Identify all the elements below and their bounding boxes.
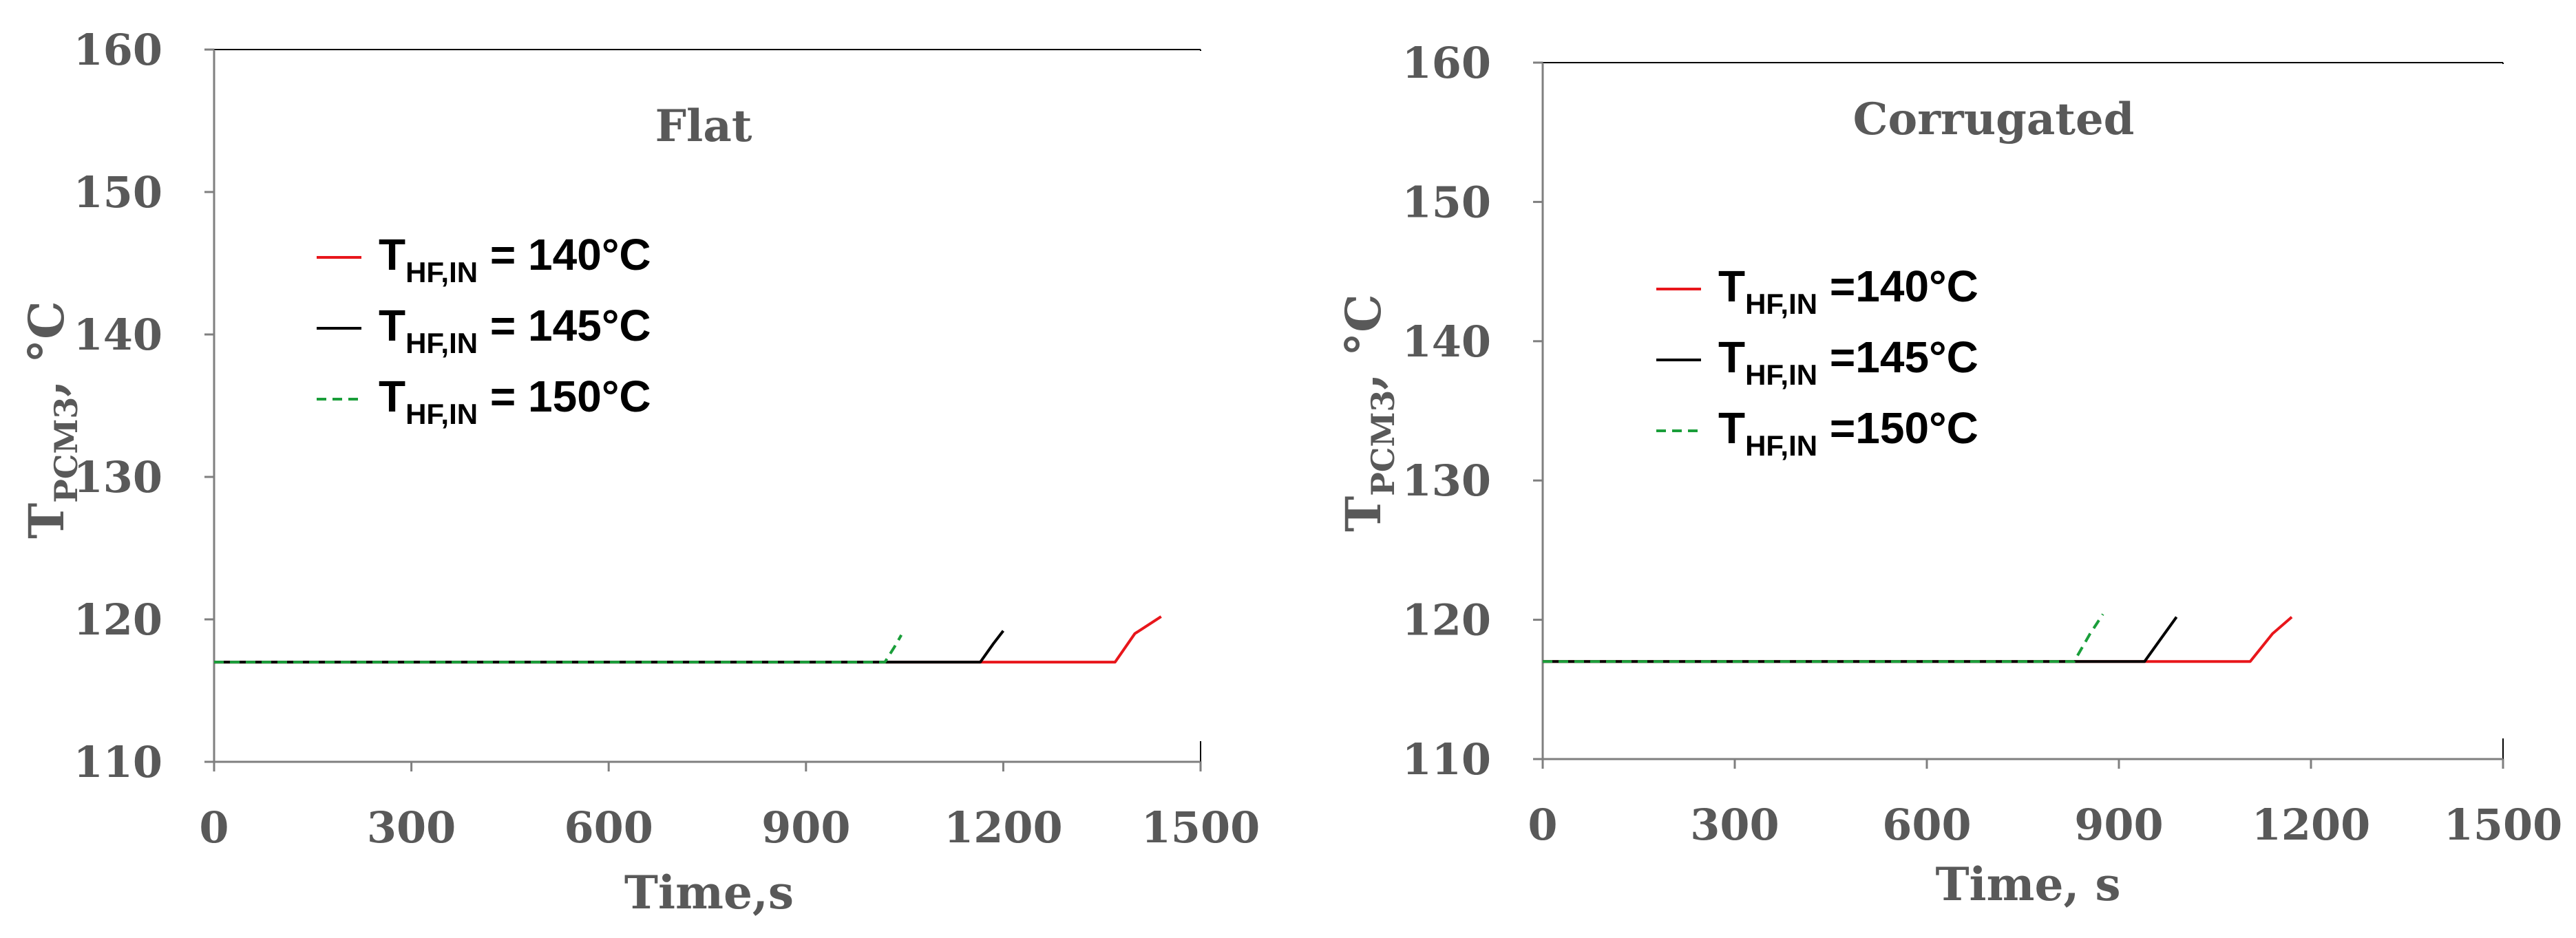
legend-subscript: HF,IN [1745, 288, 1817, 320]
x-tick-label: 0 [199, 802, 229, 853]
y-axis-label-subscript: PCM3 [1364, 390, 1402, 496]
y-tick-label: 150 [74, 167, 162, 217]
y-axis-label-suffix: , °C [18, 301, 75, 396]
legend-suffix: = 145°C [478, 301, 651, 350]
y-tick-label: 130 [1402, 456, 1491, 506]
series-line-1 [214, 630, 1004, 664]
legend-suffix: = 140°C [478, 230, 651, 279]
x-tick-label: 1500 [1141, 802, 1260, 853]
legend-suffix: =140°C [1817, 262, 1978, 311]
x-tick-label: 900 [2074, 800, 2163, 850]
legend-suffix: =145°C [1817, 332, 1978, 382]
y-axis-label: TPCM3, °C [18, 301, 85, 539]
legend-label-1: THF,IN = 145°C [379, 301, 651, 359]
legend-main: T [379, 372, 405, 421]
legend-subscript: HF,IN [405, 398, 478, 430]
chart-title: Corrugated [1853, 94, 2135, 145]
y-tick-label: 120 [1402, 595, 1491, 646]
x-tick-label: 0 [1528, 800, 1557, 850]
legend-main: T [379, 230, 405, 279]
chart-title: Flat [655, 100, 752, 152]
x-axis-label: Time, s [1935, 857, 2120, 911]
y-axis-label-subscript: PCM3 [47, 397, 85, 503]
y-tick-label: 110 [1402, 734, 1491, 785]
y-tick-label: 140 [1402, 317, 1491, 367]
x-tick-label: 600 [564, 802, 653, 853]
legend-suffix: =150°C [1817, 403, 1978, 453]
legend-main: T [1718, 403, 1745, 453]
legend-label-1: THF,IN =145°C [1718, 332, 1978, 391]
legend-subscript: HF,IN [1745, 359, 1817, 391]
chart-svg: 0 300 600 900 1200 1500 110 120 130 140 150 160 Flat… [18, 25, 1260, 919]
legend-main: T [1718, 332, 1745, 382]
y-tick-label: 160 [74, 25, 162, 75]
x-tick-label: 1200 [944, 802, 1063, 853]
legend-label-0: THF,IN = 140°C [379, 230, 651, 288]
y-axis-label-main: T [1335, 496, 1392, 532]
series-line-0 [214, 615, 1162, 664]
series-line-1 [1543, 616, 2178, 663]
x-axis-label: Time,s [624, 866, 794, 919]
y-tick-label: 130 [74, 452, 162, 502]
y-axis-label-main: T [18, 503, 75, 539]
x-tick-label: 900 [761, 802, 850, 853]
legend-label-2: THF,IN =150°C [1718, 403, 1978, 462]
chart-flat: 0 300 600 900 1200 1500 110 120 130 140 150 160 Flat… [18, 25, 1260, 919]
legend-main: T [379, 301, 405, 350]
y-tick-label: 120 [74, 595, 162, 645]
legend-main: T [1718, 262, 1745, 311]
x-tick-label: 1200 [2252, 800, 2371, 850]
series-line-0 [1543, 616, 2293, 663]
x-tick-label: 1500 [2444, 800, 2563, 850]
x-tick-label: 600 [1882, 800, 1971, 850]
y-axis-label: TPCM3, °C [1335, 294, 1402, 532]
x-tick-label: 300 [367, 802, 456, 853]
y-axis-label-suffix: , °C [1335, 294, 1392, 390]
y-tick-label: 160 [1402, 38, 1491, 88]
series-line-2 [1543, 613, 2104, 663]
chart-corrugated: 0 300 600 900 1200 1500 110 120 130 140 150 160 Corr… [1288, 0, 2576, 938]
legend-subscript: HF,IN [405, 256, 478, 288]
x-tick-label: 300 [1690, 800, 1779, 850]
legend-suffix: = 150°C [478, 372, 651, 421]
y-tick-label: 140 [74, 310, 162, 360]
chart-svg: 0 300 600 900 1200 1500 110 120 130 140 150 160 Corr… [1335, 38, 2563, 911]
legend-label-0: THF,IN =140°C [1718, 262, 1978, 320]
legend-subscript: HF,IN [1745, 429, 1817, 462]
legend-label-2: THF,IN = 150°C [379, 372, 651, 430]
y-tick-label: 110 [74, 737, 162, 787]
series-line-2 [214, 634, 903, 664]
legend-subscript: HF,IN [405, 327, 478, 359]
y-tick-label: 150 [1402, 177, 1491, 227]
